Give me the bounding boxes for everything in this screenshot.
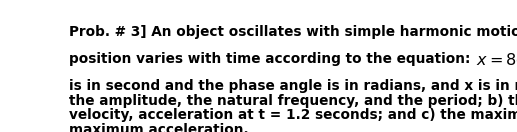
Text: maximum acceleration.: maximum acceleration.	[69, 123, 249, 132]
Text: $x = 8\cos\!\left(\pi t + \dfrac{\pi}{4}\right)$: $x = 8\cos\!\left(\pi t + \dfrac{\pi}{4}…	[476, 48, 517, 78]
Text: position varies with time according to the equation:: position varies with time according to t…	[69, 52, 476, 66]
Text: velocity, acceleration at t = 1.2 seconds; and c) the maximum velocity and: velocity, acceleration at t = 1.2 second…	[69, 108, 517, 122]
Text: is in second and the phase angle is in radians, and x is in m. a) Determine: is in second and the phase angle is in r…	[69, 79, 517, 93]
Text: Prob. # 3] An object oscillates with simple harmonic motion along x-axis. Its: Prob. # 3] An object oscillates with sim…	[69, 25, 517, 39]
Text: the amplitude, the natural frequency, and the period; b) the position x,: the amplitude, the natural frequency, an…	[69, 94, 517, 108]
